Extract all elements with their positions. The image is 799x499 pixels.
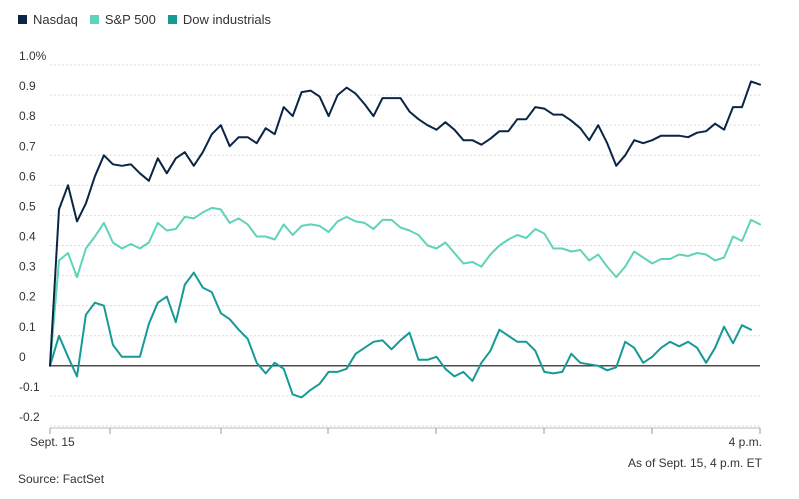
y-tick-label: 0.9 [19,79,36,93]
legend-label-dow: Dow industrials [182,12,272,27]
as-of-note: As of Sept. 15, 4 p.m. ET [627,456,762,470]
source-note: Source: FactSet [18,472,105,486]
series-line-dow [49,271,752,399]
series-line-nasdaq [49,80,761,367]
x-axis [49,427,761,434]
x-tick-label-end: 4 p.m. [729,435,762,449]
y-tick-label: -0.2 [19,410,40,424]
y-tick-label: 0.7 [19,139,36,153]
y-tick-label: 0.8 [19,109,36,123]
y-tick-label: 0 [19,350,26,364]
legend-swatch-nasdaq [18,15,27,24]
legend-swatch-dow [167,15,177,24]
tick-label-layer: 1.0% 0.9 0.8 0.7 0.6 0.5 0.4 0.3 0.2 0.1 0 -0.1 -0.2… [19,49,762,449]
y-tick-label: 1.0% [19,49,47,63]
y-tick-label: 0.2 [19,290,36,304]
y-tick-label: -0.1 [19,380,40,394]
chart-legend: Nasdaq S&P 500 Dow industrials [18,12,283,27]
series-layer [49,80,761,399]
legend-item-nasdaq: Nasdaq [18,12,78,27]
legend-item-dow: Dow industrials [167,12,272,27]
y-tick-label: 0.4 [19,230,36,244]
x-tick-label-start: Sept. 15 [30,435,75,449]
y-tick-label: 0.6 [19,169,36,183]
y-tick-label: 0.1 [19,320,36,334]
grid-layer [50,64,760,427]
legend-swatch-sp500 [89,15,99,24]
legend-item-sp500: S&P 500 [89,12,156,27]
legend-label-sp500: S&P 500 [104,12,156,27]
series-line-sp500 [49,206,761,367]
y-tick-label: 0.5 [19,199,36,213]
legend-label-nasdaq: Nasdaq [33,12,78,27]
y-tick-label: 0.3 [19,260,36,274]
